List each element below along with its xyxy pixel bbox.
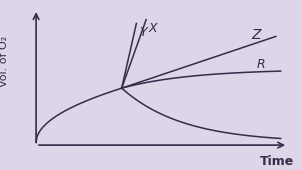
Text: R: R [256,58,265,71]
Text: Vol. of O₂: Vol. of O₂ [0,36,9,87]
Text: X: X [149,22,157,35]
Text: Time: Time [260,155,294,168]
Text: Y: Y [139,26,146,39]
Text: Z: Z [251,28,261,42]
